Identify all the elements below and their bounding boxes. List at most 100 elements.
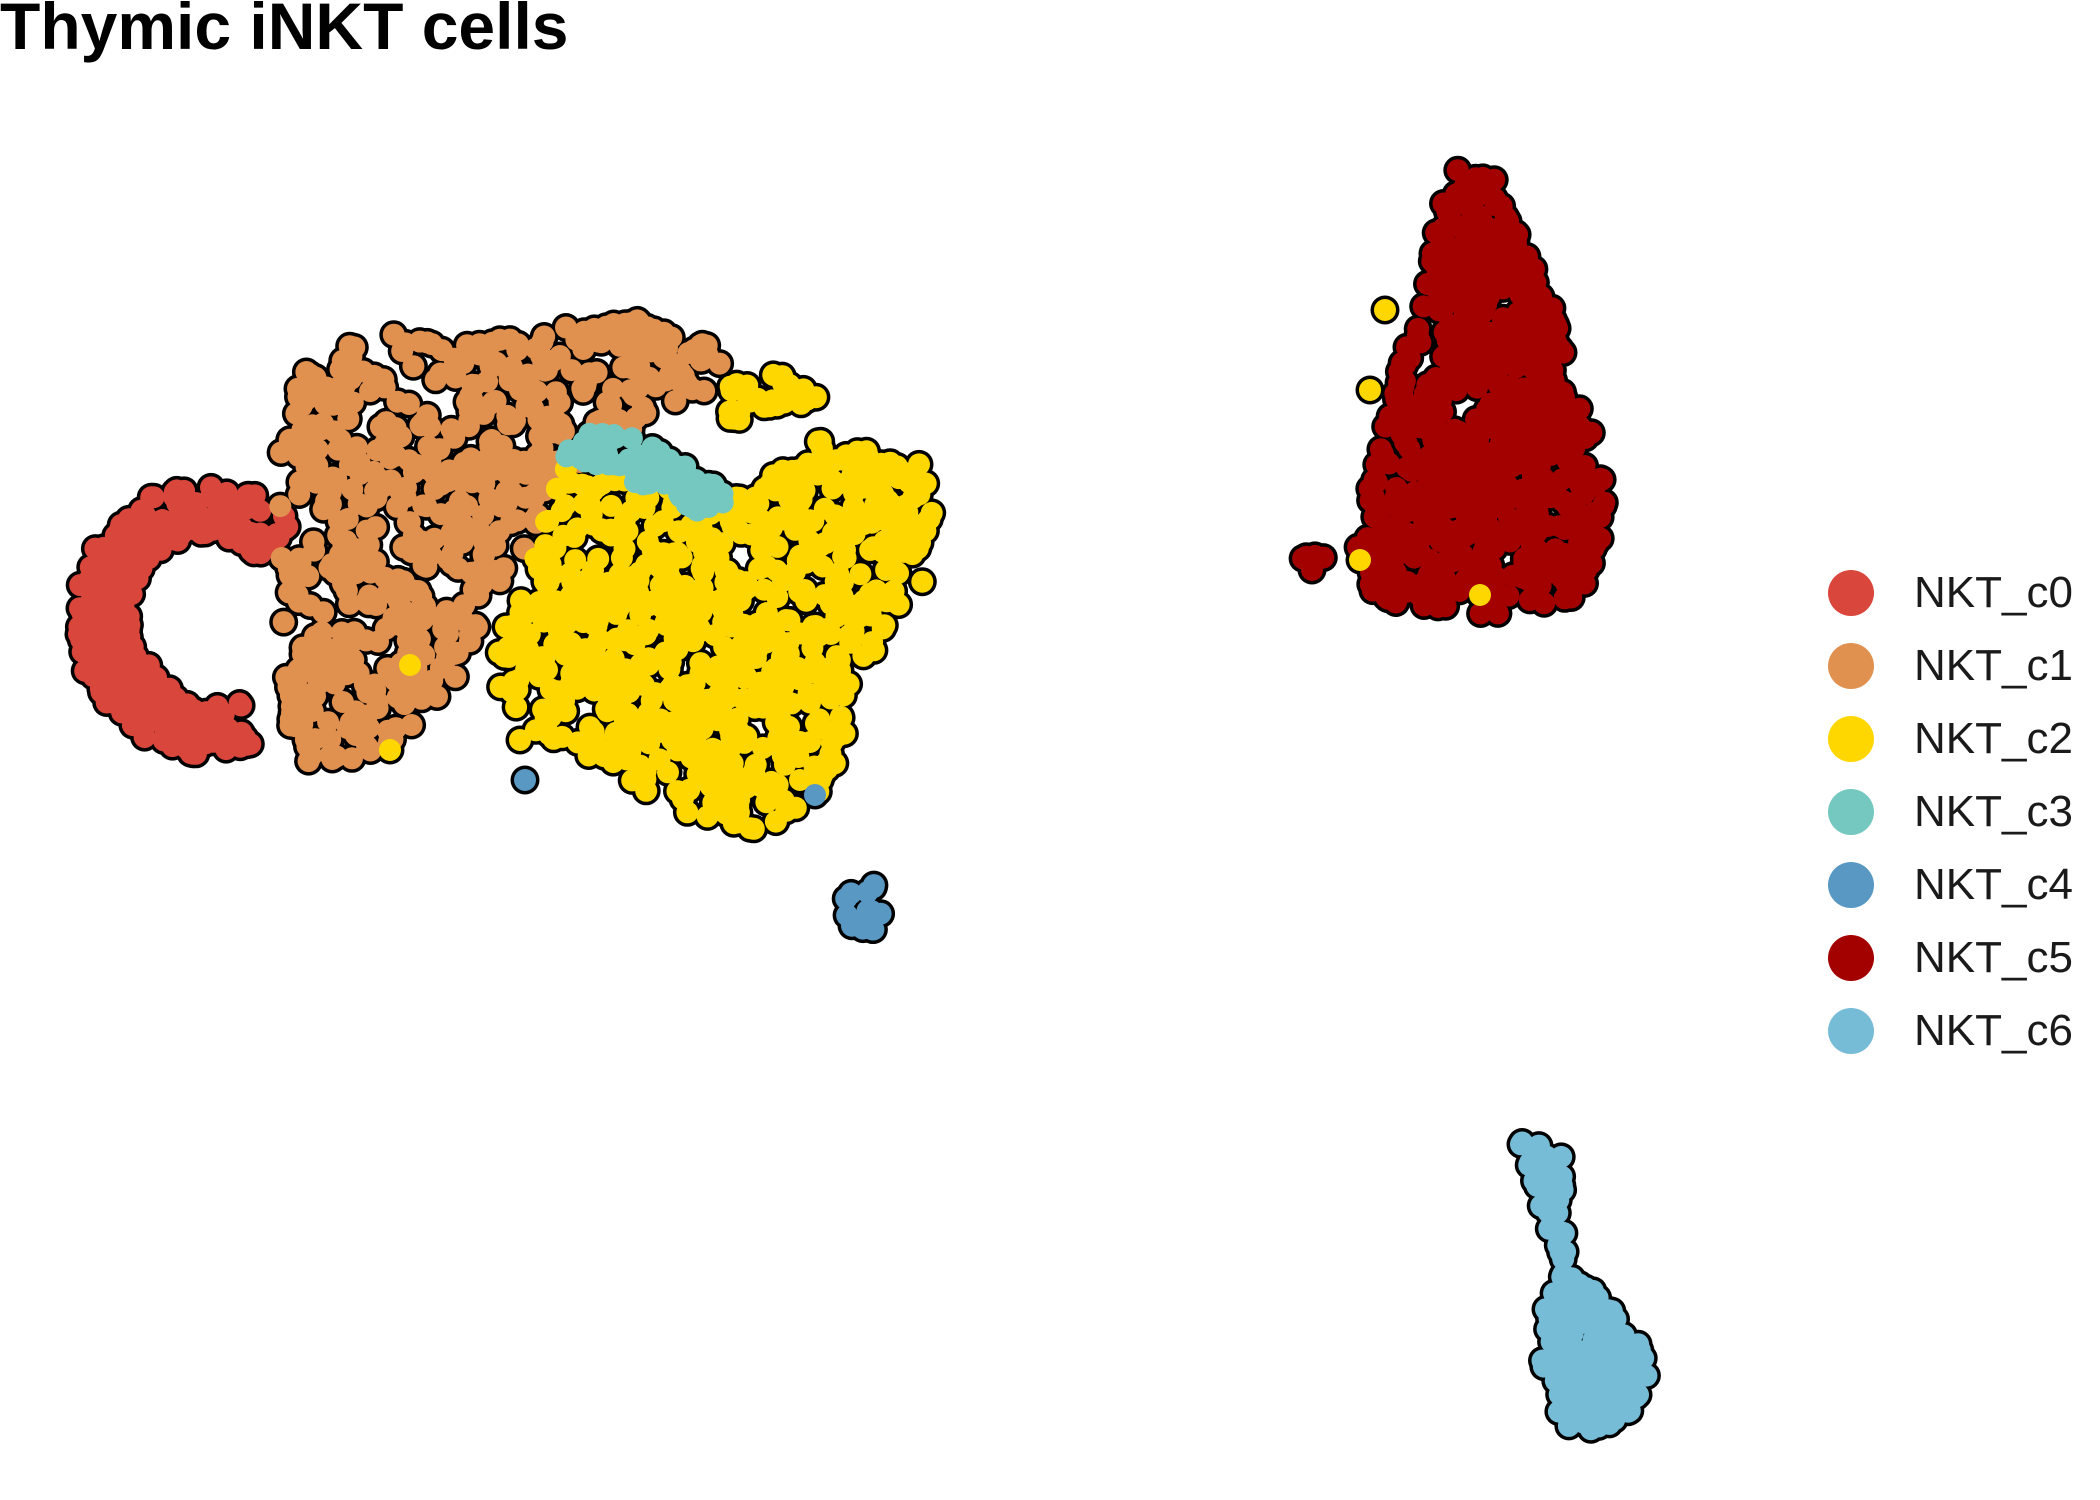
point-nkt_c3 [629, 444, 652, 467]
point-nkt_c1 [329, 358, 352, 381]
point-nkt_c1 [347, 492, 370, 515]
point-nkt_c1 [654, 369, 677, 392]
point-nkt_c2 [777, 481, 800, 504]
point-nkt_c1 [302, 530, 325, 553]
point-nkt_c2 [761, 660, 784, 683]
point-nkt_c1 [544, 381, 567, 404]
point-nkt_c1 [470, 573, 493, 596]
point-nkt_c1 [269, 495, 292, 518]
point-nkt_c2 [783, 560, 806, 583]
point-nkt_c1 [329, 543, 351, 566]
point-nkt_c1 [613, 326, 636, 348]
point-nkt_c1 [380, 469, 402, 492]
point-nkt_c0 [104, 524, 127, 547]
point-nkt_c1 [402, 461, 425, 484]
point-nkt_c1 [339, 711, 362, 734]
point-nkt_c0 [90, 681, 113, 704]
point-nkt_c2 [646, 720, 669, 743]
point-nkt_c2 [728, 486, 751, 509]
point-nkt_c2 [838, 624, 860, 647]
point-nkt_c1 [356, 735, 379, 758]
point-fill-layer [68, 159, 1658, 1441]
point-nkt_c1 [456, 334, 479, 357]
point-nkt_c2 [599, 518, 622, 541]
point-nkt_c1 [370, 438, 393, 461]
point-nkt_c2 [908, 483, 931, 506]
point-nkt_c1 [355, 519, 378, 542]
point-nkt_c2 [689, 652, 712, 675]
point-nkt_c1 [279, 684, 302, 707]
point-nkt_c0 [198, 720, 221, 743]
point-nkt_c2 [586, 609, 609, 632]
point-nkt_c1 [362, 460, 385, 483]
point-nkt_c0 [142, 486, 165, 509]
point-nkt_c1 [293, 389, 316, 412]
point-nkt_c2 [733, 667, 756, 690]
point-nkt_c1 [292, 636, 314, 659]
point-nkt_c2 [657, 761, 679, 784]
point-nkt_c5 [1453, 302, 1476, 325]
point-nkt_c0 [185, 492, 208, 515]
point-nkt_c2 [807, 430, 830, 453]
point-nkt_c1 [387, 671, 410, 693]
point-nkt_c2 [780, 692, 803, 715]
point-nkt_c0 [238, 487, 261, 510]
point-nkt_c1 [496, 404, 519, 427]
point-nkt_c2 [554, 643, 577, 666]
point-nkt_c1 [708, 352, 731, 375]
point-nkt_c1 [523, 487, 546, 510]
point-nkt_c2 [617, 703, 640, 726]
point-nkt_c1 [317, 711, 340, 734]
point-nkt_c2 [713, 663, 736, 686]
point-nkt_c2 [628, 561, 651, 584]
point-nkt_c2 [811, 555, 834, 578]
point-nkt_c0 [122, 511, 145, 534]
point-nkt_c1 [341, 747, 363, 770]
point-nkt_c1 [323, 420, 346, 443]
point-nkt_c1 [301, 414, 324, 437]
point-nkt_c2 [562, 608, 585, 631]
point-nkt_c2 [728, 788, 751, 811]
point-nkt_c0 [141, 516, 164, 539]
point-nkt_c3 [620, 427, 643, 450]
point-nkt_c1 [272, 611, 295, 634]
point-nkt_c2 [659, 651, 682, 674]
point-nkt_c2 [605, 602, 628, 625]
point-nkt_c2 [748, 557, 771, 580]
point-nkt_c2 [775, 609, 798, 631]
point-nkt_c2 [605, 627, 628, 650]
point-nkt_c0 [218, 527, 241, 550]
point-nkt_c2 [732, 613, 755, 636]
point-nkt_c2 [802, 510, 825, 533]
point-nkt_c1 [364, 479, 387, 502]
point-nkt_c2 [816, 757, 839, 780]
point-nkt_c1 [560, 359, 583, 382]
point-nkt_c2 [632, 674, 655, 697]
point-nkt_c1 [396, 629, 419, 652]
point-nkt_c1 [396, 511, 419, 534]
point-nkt_c3 [711, 491, 734, 514]
point-nkt_c1 [453, 594, 476, 617]
point-nkt_c2 [813, 584, 836, 607]
point-nkt_c0 [77, 598, 100, 621]
point-nkt_c0 [117, 605, 140, 628]
point-nkt_c3 [596, 443, 619, 466]
point-nkt_c3 [664, 463, 687, 486]
point-nkt_c1 [287, 444, 310, 467]
point-nkt_c1 [419, 450, 442, 473]
point-nkt_c2 [679, 708, 702, 731]
point-nkt_c1 [416, 404, 439, 427]
point-nkt_c4 [840, 882, 863, 905]
point-nkt_c5 [1446, 159, 1469, 182]
point-nkt_c1 [393, 693, 416, 716]
point-nkt_c0 [94, 661, 117, 684]
point-nkt_c2 [676, 801, 699, 824]
point-nkt_c1 [479, 354, 502, 377]
point-nkt_c2 [760, 770, 783, 793]
point-nkt_c2 [633, 591, 656, 614]
point-nkt_c1 [429, 362, 452, 385]
point-nkt_c0 [91, 582, 114, 605]
point-nkt_c2 [800, 661, 823, 684]
point-nkt_c1 [600, 394, 623, 416]
point-nkt_c4 [856, 881, 879, 904]
